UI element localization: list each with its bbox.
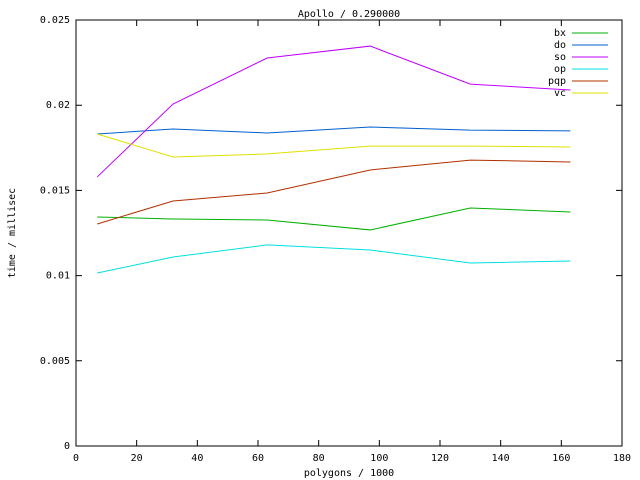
x-tick-label: 120 xyxy=(431,453,449,464)
series-line xyxy=(97,244,571,274)
x-axis-label: polygons / 1000 xyxy=(304,468,394,479)
x-tick-label: 180 xyxy=(613,453,631,464)
x-tick-label: 160 xyxy=(552,453,570,464)
y-tick-label: 0.02 xyxy=(46,100,70,111)
legend-label: pqp xyxy=(548,76,566,87)
y-tick-label: 0.005 xyxy=(40,356,70,367)
x-tick-label: 140 xyxy=(492,453,510,464)
series-line xyxy=(97,207,571,231)
y-tick-label: 0 xyxy=(64,441,70,452)
legend-label: bx xyxy=(554,28,566,39)
legend-label: do xyxy=(554,40,566,51)
y-tick-label: 0.025 xyxy=(40,15,70,26)
series-line xyxy=(97,126,571,135)
x-tick-label: 20 xyxy=(131,453,143,464)
x-tick-label: 80 xyxy=(313,453,325,464)
series-line xyxy=(97,159,571,225)
series-line xyxy=(97,133,571,158)
legend-label: so xyxy=(554,52,566,63)
y-axis-label: time / millisec xyxy=(7,188,18,278)
legend-label: vc xyxy=(554,88,566,99)
y-tick-label: 0.01 xyxy=(46,271,70,282)
x-tick-label: 100 xyxy=(370,453,388,464)
x-tick-label: 60 xyxy=(252,453,264,464)
y-tick-label: 0.015 xyxy=(40,185,70,196)
series-line xyxy=(96,45,571,178)
x-tick-label: 40 xyxy=(191,453,203,464)
chart-title: Apollo / 0.290000 xyxy=(298,9,400,20)
plot-frame xyxy=(75,19,623,447)
x-tick-label: 0 xyxy=(73,453,79,464)
legend-label: op xyxy=(554,64,566,75)
